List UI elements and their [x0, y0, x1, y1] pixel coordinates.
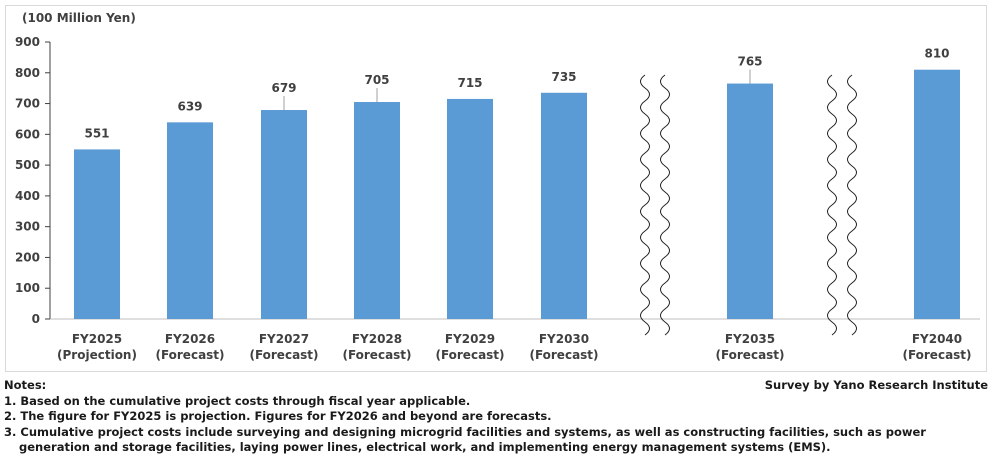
x-tick-sublabel: (Forecast)	[155, 348, 224, 362]
bar	[914, 69, 960, 319]
x-tick-sublabel: (Forecast)	[249, 348, 318, 362]
x-tick-sublabel: (Forecast)	[529, 348, 598, 362]
bar	[167, 122, 213, 319]
x-tick-sublabel: (Forecast)	[902, 348, 971, 362]
x-tick-sublabel: (Forecast)	[342, 348, 411, 362]
x-tick-label: FY2025	[72, 332, 122, 346]
source-credit: Survey by Yano Research Institute	[764, 378, 988, 392]
notes-title: Notes:	[4, 378, 47, 392]
y-tick-label: 200	[15, 250, 40, 264]
x-tick-label: FY2029	[445, 332, 495, 346]
axis-break-line	[640, 74, 650, 336]
y-tick-label: 700	[15, 97, 40, 111]
y-tick-label: 900	[15, 35, 40, 49]
bar	[261, 110, 307, 319]
axis-break-line	[660, 74, 670, 336]
x-tick-sublabel: (Forecast)	[715, 348, 784, 362]
y-axis-unit-label: (100 Million Yen)	[22, 11, 136, 25]
bar	[354, 102, 400, 320]
bar	[727, 83, 773, 319]
data-label: 551	[84, 126, 109, 140]
axis-break-line	[827, 74, 837, 336]
bar	[541, 92, 587, 320]
y-tick-label: 400	[15, 189, 40, 203]
x-tick-label: FY2028	[352, 332, 402, 346]
y-tick-label: 800	[15, 66, 40, 80]
data-label: 810	[924, 47, 949, 61]
x-tick-label: FY2035	[725, 332, 775, 346]
note-3: 3. Cumulative project costs include surv…	[4, 424, 926, 439]
data-label: 705	[364, 73, 389, 87]
x-tick-label: FY2040	[912, 332, 962, 346]
bar-chart: (100 Million Yen) 0 100 200 300 400 500 600 700…	[15, 11, 980, 362]
y-tick-label: 0	[32, 312, 40, 326]
x-tick-label: FY2030	[539, 332, 589, 346]
note-2: 2. The figure for FY2025 is projection. …	[4, 409, 552, 423]
axis-break-line	[847, 74, 857, 336]
note-3-cont: generation and storage facilities, layin…	[19, 440, 831, 454]
y-tick-label: 100	[15, 281, 40, 295]
bar	[447, 98, 493, 319]
bar	[74, 149, 120, 319]
data-label: 765	[737, 55, 762, 69]
data-label: 639	[177, 99, 202, 113]
x-tick-sublabel: (Projection)	[57, 348, 137, 362]
data-label: 715	[457, 76, 482, 90]
y-tick-label: 500	[15, 158, 40, 172]
y-tick-label: 600	[15, 127, 40, 141]
x-tick-label: FY2027	[259, 332, 309, 346]
chart-frame	[5, 5, 987, 372]
data-label: 735	[551, 70, 576, 84]
y-tick-label: 300	[15, 220, 40, 234]
notes: Notes: 1. Based on the cumulative projec…	[4, 378, 926, 456]
data-label: 679	[271, 81, 296, 95]
x-tick-label: FY2026	[165, 332, 215, 346]
x-tick-sublabel: (Forecast)	[435, 348, 504, 362]
note-1: 1. Based on the cumulative project costs…	[4, 393, 471, 408]
